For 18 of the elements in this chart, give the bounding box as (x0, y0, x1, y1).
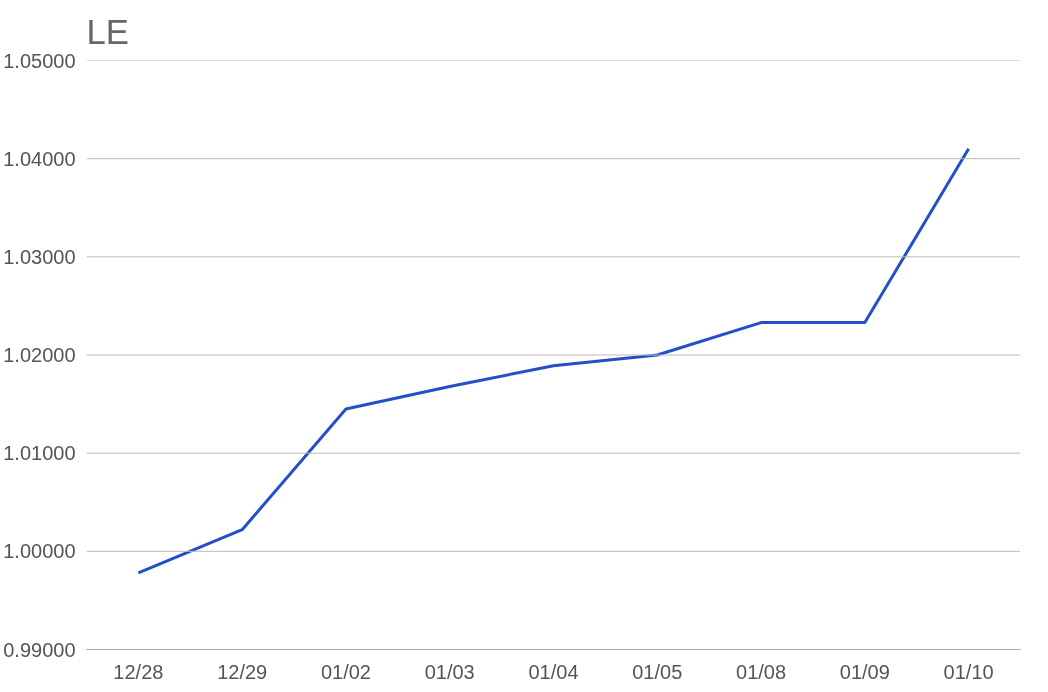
x-tick-label: 01/08 (736, 660, 787, 683)
y-tick-label: 1.05000 (3, 49, 76, 72)
x-tick-label: 12/28 (113, 660, 164, 683)
y-tick-label: 0.99000 (3, 638, 76, 661)
y-tick-label: 1.03000 (3, 245, 76, 268)
y-tick-label: 1.04000 (3, 147, 76, 170)
chart-title: LE (86, 12, 129, 51)
x-tick-label: 01/03 (424, 660, 475, 683)
y-tick-label: 1.00000 (3, 540, 76, 563)
line-series (136, 147, 971, 575)
x-tick-label: 01/05 (632, 660, 683, 683)
x-tick-label: 01/10 (943, 660, 994, 683)
x-tick-label: 01/02 (320, 660, 371, 683)
x-tick-label: 01/04 (528, 660, 579, 683)
y-tick-label: 1.02000 (3, 344, 76, 366)
x-tick-label: 12/29 (217, 660, 268, 683)
y-tick-label: 1.01000 (3, 442, 76, 465)
x-tick-label: 01/09 (839, 660, 890, 683)
